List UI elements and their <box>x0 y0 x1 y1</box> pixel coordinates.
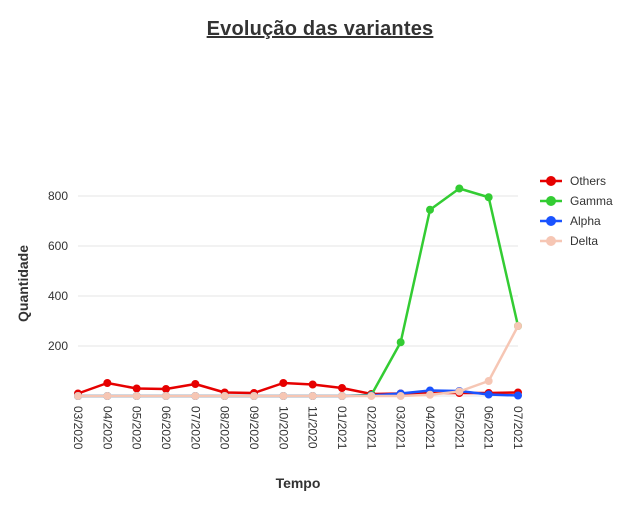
x-tick: 10/2020 <box>276 406 290 450</box>
series-marker-alpha <box>485 391 492 398</box>
series-marker-others <box>133 385 140 392</box>
series-marker-others <box>104 380 111 387</box>
series-marker-delta <box>221 393 228 400</box>
series-marker-delta <box>192 393 199 400</box>
legend-marker-delta <box>546 236 556 246</box>
chart-svg: 200 400 600 800 03/2020 04/2020 05/2020 06/2020… <box>0 41 640 511</box>
x-axis-label: Tempo <box>276 475 321 491</box>
x-tick-label: 04/2021 <box>423 406 437 450</box>
x-tick: 06/2020 <box>159 406 173 450</box>
series-marker-others <box>309 381 316 388</box>
x-tick: 06/2021 <box>482 406 496 450</box>
x-tick-label: 11/2020 <box>306 406 320 449</box>
x-tick-label: 05/2020 <box>130 406 144 450</box>
series-marker-delta <box>485 378 492 385</box>
x-tick: 07/2021 <box>511 406 525 450</box>
series-line-gamma <box>78 189 518 397</box>
x-tick: 07/2020 <box>188 406 202 450</box>
x-tick-label: 01/2021 <box>335 406 349 450</box>
x-tick-label: 07/2020 <box>188 406 202 450</box>
x-tick: 04/2020 <box>100 406 114 450</box>
series-marker-others <box>339 385 346 392</box>
series-marker-delta <box>397 393 404 400</box>
x-tick: 02/2021 <box>364 406 378 450</box>
x-tick: 01/2021 <box>335 406 349 450</box>
x-tick: 04/2021 <box>423 406 437 450</box>
series-marker-delta <box>280 393 287 400</box>
x-tick: 08/2020 <box>218 406 232 450</box>
x-tick-label: 09/2020 <box>247 406 261 450</box>
x-tick-label: 02/2021 <box>364 406 378 450</box>
x-tick: 09/2020 <box>247 406 261 450</box>
series-marker-alpha <box>515 392 522 399</box>
chart-title: Evolução das variantes <box>0 0 640 41</box>
x-tick-label: 03/2021 <box>394 406 408 450</box>
y-tick-label: 400 <box>48 289 68 303</box>
series-marker-delta <box>368 393 375 400</box>
legend-label-others: Others <box>570 174 606 188</box>
x-tick-label: 03/2020 <box>71 406 85 450</box>
legend-label-delta: Delta <box>570 234 598 248</box>
series-marker-delta <box>456 388 463 395</box>
x-tick: 05/2021 <box>452 406 466 450</box>
legend-marker-others <box>546 176 556 186</box>
x-tick-label: 06/2020 <box>159 406 173 450</box>
series-marker-others <box>192 381 199 388</box>
series-marker-delta <box>251 393 258 400</box>
x-tick-label: 07/2021 <box>511 406 525 450</box>
x-tick: 05/2020 <box>130 406 144 450</box>
y-axis-label: Quantidade <box>15 245 31 322</box>
series-marker-delta <box>104 393 111 400</box>
y-tick-label: 800 <box>48 189 68 203</box>
series-marker-gamma <box>456 185 463 192</box>
y-tick-label: 600 <box>48 239 68 253</box>
legend-marker-alpha <box>546 216 556 226</box>
series-marker-gamma <box>485 194 492 201</box>
series-marker-delta <box>133 393 140 400</box>
series-marker-delta <box>515 323 522 330</box>
chart-container: Evolução das variantes 200 400 600 800 03/20… <box>0 0 640 517</box>
series-line-delta <box>78 326 518 396</box>
series-marker-delta <box>427 391 434 398</box>
x-tick-label: 10/2020 <box>276 406 290 450</box>
x-tick-label: 04/2020 <box>100 406 114 450</box>
legend-label-alpha: Alpha <box>570 214 601 228</box>
series-marker-others <box>163 386 170 393</box>
series-marker-delta <box>163 393 170 400</box>
x-tick: 11/2020 <box>306 406 320 449</box>
series-marker-gamma <box>427 206 434 213</box>
legend-label-gamma: Gamma <box>570 194 613 208</box>
x-tick-label: 05/2021 <box>452 406 466 450</box>
legend-marker-gamma <box>546 196 556 206</box>
x-tick: 03/2020 <box>71 406 85 450</box>
series-marker-delta <box>339 393 346 400</box>
series-marker-delta <box>309 393 316 400</box>
x-tick-label: 08/2020 <box>218 406 232 450</box>
x-tick-label: 06/2021 <box>482 406 496 450</box>
y-tick-label: 200 <box>48 339 68 353</box>
series-marker-gamma <box>397 339 404 346</box>
series-marker-others <box>280 380 287 387</box>
series-marker-delta <box>75 393 82 400</box>
x-tick: 03/2021 <box>394 406 408 450</box>
